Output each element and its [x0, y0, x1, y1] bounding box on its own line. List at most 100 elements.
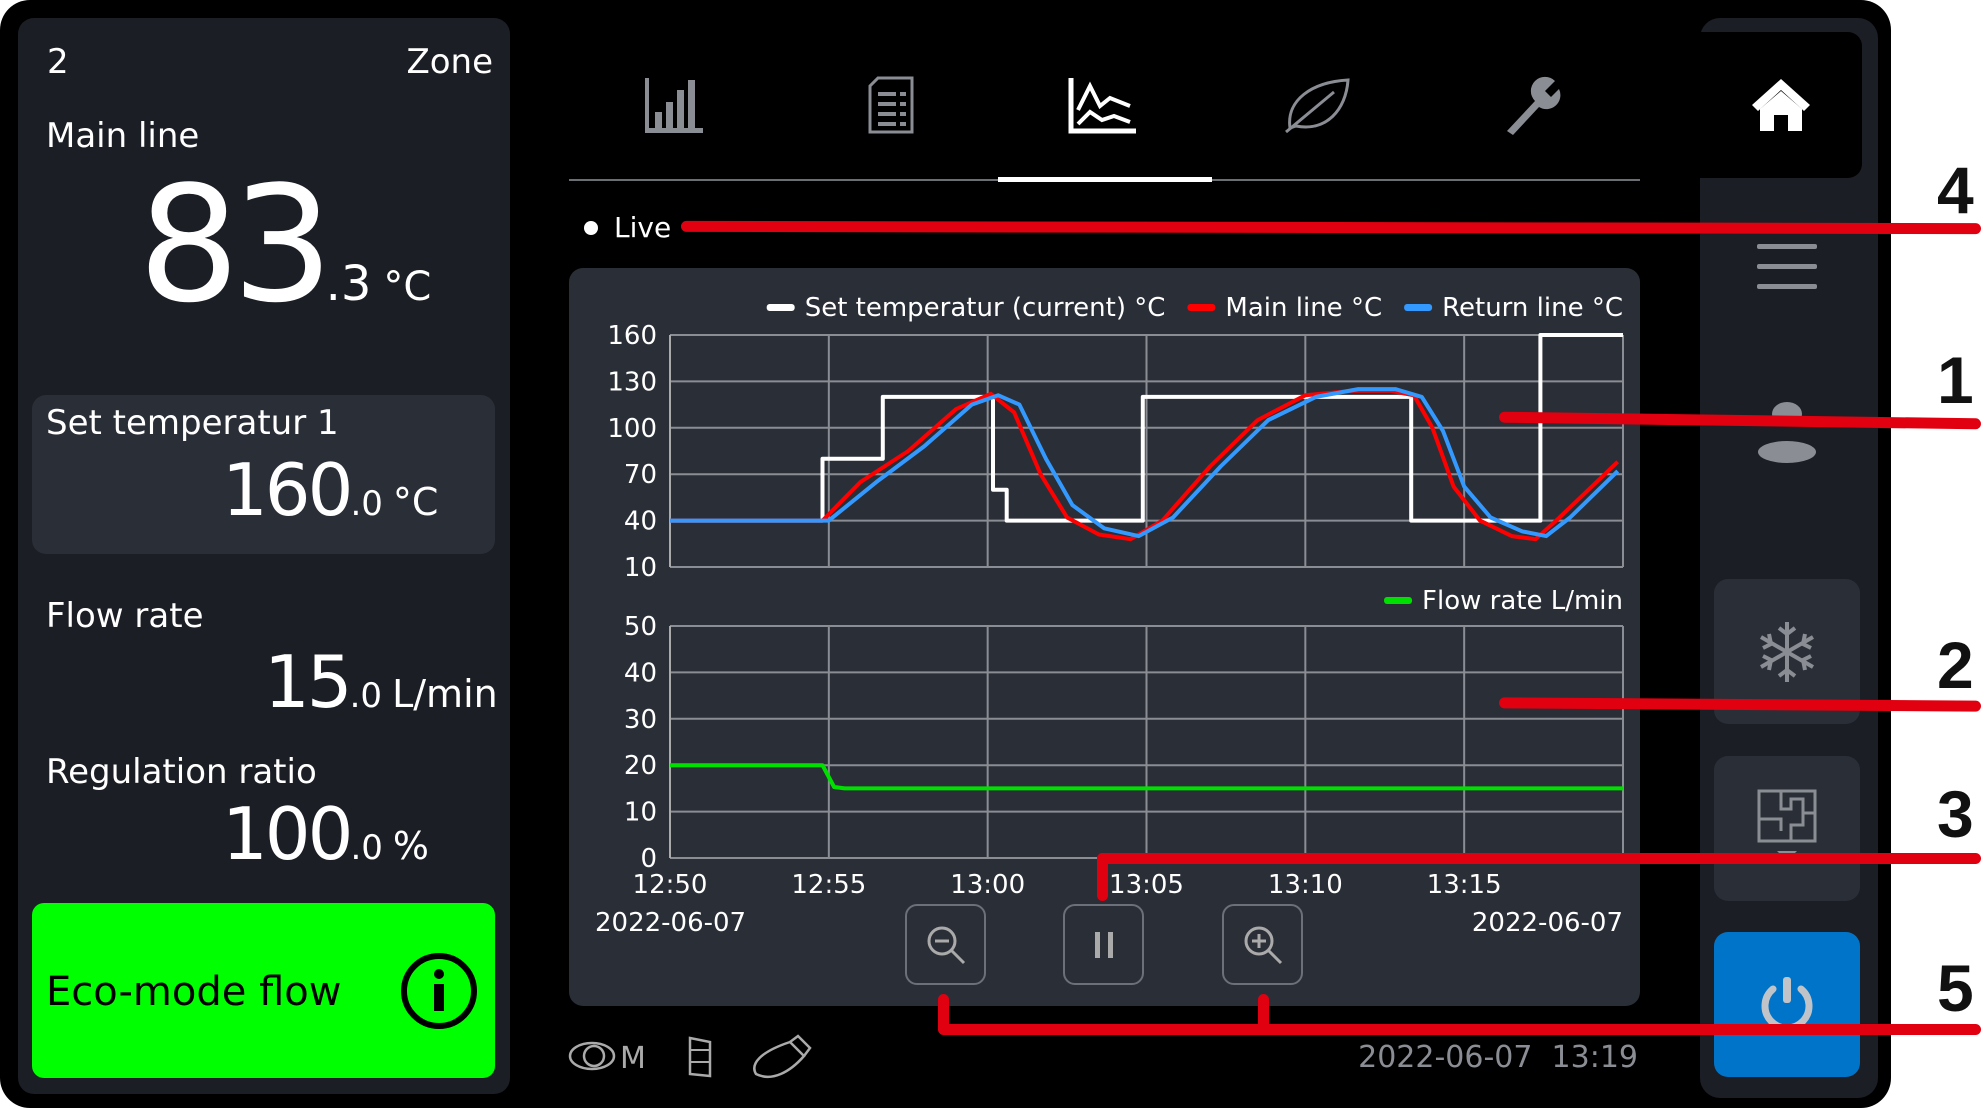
callout-number-1: 1	[1937, 343, 1974, 417]
ratio-unit: %	[392, 824, 429, 868]
ratio-int: 100	[222, 792, 353, 876]
callout-line-5-drop-b	[1258, 994, 1269, 1034]
pause-button[interactable]	[1063, 904, 1144, 985]
zoom-out-icon	[927, 926, 965, 964]
x-tick-label: 12:55	[791, 870, 866, 900]
callout-line-4	[680, 220, 1982, 235]
main-line-label: Main line	[46, 116, 200, 156]
bar-chart-icon	[645, 78, 703, 133]
callout-line-5-drop-a	[938, 994, 949, 1034]
regulation-ratio-label: Regulation ratio	[46, 752, 317, 792]
callout-number-2: 2	[1937, 628, 1974, 702]
tab-statistics[interactable]	[629, 60, 719, 150]
callout-number-5: 5	[1937, 951, 1974, 1025]
series-line-main-line-c	[670, 388, 1620, 542]
flow-rate-label: Flow rate	[46, 596, 204, 636]
wrench-icon	[1507, 76, 1561, 135]
callout-line-5	[938, 1024, 1981, 1035]
set-temperature-button[interactable]	[32, 395, 495, 554]
x-tick-label: 13:05	[1109, 870, 1184, 900]
y-tick-label: 40	[624, 507, 657, 537]
main-line-int: 83	[138, 151, 334, 338]
callout-line-3	[1097, 853, 1981, 864]
x-tick-label: 13:15	[1427, 870, 1502, 900]
callout-number-4: 4	[1937, 153, 1974, 227]
y-tick-label: 160	[607, 321, 657, 351]
zoom-in-button[interactable]	[1222, 904, 1303, 985]
eco-mode-flow-button[interactable]: Eco-mode flow	[32, 903, 495, 1078]
x-tick-label: 13:10	[1268, 870, 1343, 900]
y-tick-label: 30	[624, 705, 657, 735]
eco-mode-label: Eco-mode flow	[46, 969, 342, 1015]
document-icon	[868, 76, 914, 134]
series-line-set-temperatur-current-c	[670, 333, 1623, 523]
tab-eco[interactable]	[1272, 60, 1362, 150]
flow-int: 15	[264, 640, 353, 724]
main-line-unit: °C	[383, 264, 432, 310]
series-line-flow-rate-l-min	[670, 763, 1623, 791]
zoom-in-icon	[1244, 926, 1282, 964]
y-tick-label: 10	[624, 798, 657, 828]
snowflake-icon	[1760, 621, 1814, 682]
y-tick-label: 40	[624, 658, 657, 688]
live-label: Live	[614, 211, 672, 244]
home-icon	[1752, 79, 1810, 131]
legend-swatch	[1404, 304, 1433, 311]
ratio-dec: .0	[350, 828, 383, 868]
callout-line-3-drop	[1097, 853, 1108, 901]
legend-swatch	[1384, 597, 1413, 604]
info-icon[interactable]	[399, 951, 479, 1031]
zone-layout-button[interactable]	[1714, 756, 1860, 901]
x-date-right: 2022-06-07	[1472, 908, 1623, 938]
set-temperature-value: 160.0 °C	[222, 448, 438, 532]
status-datetime: 2022-06-07 13:19	[1358, 1040, 1638, 1075]
legend-swatch	[766, 304, 795, 311]
tab-protocol[interactable]	[846, 60, 936, 150]
battery-icon	[688, 1036, 712, 1078]
y-tick-label: 0	[640, 844, 657, 874]
line-chart-icon	[1068, 78, 1136, 134]
sidebar	[1700, 18, 1878, 1098]
svg-text:M: M	[620, 1041, 646, 1076]
zone-number: 2	[47, 42, 69, 82]
y-tick-label: 70	[624, 460, 657, 490]
tab-service[interactable]	[1486, 60, 1576, 150]
y-tick-label: 130	[607, 367, 657, 397]
tab-charts[interactable]	[1058, 60, 1148, 150]
y-tick-label: 100	[607, 414, 657, 444]
callout-number-3: 3	[1937, 777, 1974, 851]
legend-label: Return line °C	[1442, 293, 1623, 323]
set-temp-unit: °C	[392, 480, 439, 524]
x-tick-label: 12:50	[633, 870, 708, 900]
y-tick-label: 20	[624, 751, 657, 781]
x-tick-label: 13:00	[950, 870, 1025, 900]
home-button[interactable]	[1700, 32, 1862, 178]
flow-dec: .0	[349, 676, 383, 716]
zone-label: Zone	[406, 42, 493, 82]
power-button[interactable]	[1714, 932, 1860, 1077]
user-icon[interactable]	[1757, 398, 1817, 464]
set-temp-dec: .0	[350, 484, 383, 524]
set-temperature-label: Set temperatur 1	[46, 403, 339, 443]
eye-m-icon: M	[568, 1041, 646, 1076]
pause-icon	[1094, 931, 1113, 958]
legend-label: Set temperatur (current) °C	[805, 293, 1166, 323]
legend-swatch	[1187, 304, 1216, 311]
main-line-dec: .3	[325, 256, 372, 312]
series-line-return-line-c	[670, 387, 1620, 539]
menu-icon[interactable]	[1757, 242, 1817, 292]
usb-stick-icon	[753, 1034, 812, 1079]
flow-rate-value: 15.0 L/min	[264, 640, 498, 724]
legend-label: Main line °C	[1225, 293, 1382, 323]
live-dot-icon	[584, 221, 598, 235]
flow-unit: L/min	[392, 672, 498, 716]
legend-label: Flow rate L/min	[1422, 586, 1623, 616]
set-temp-int: 160	[222, 448, 353, 532]
regulation-ratio-value: 100.0%	[222, 792, 429, 876]
y-tick-label: 10	[624, 553, 657, 583]
leaf-icon	[1285, 78, 1350, 134]
zoom-out-button[interactable]	[905, 904, 986, 985]
x-date-left: 2022-06-07	[595, 908, 746, 938]
main-line-value: 83.3 °C	[138, 150, 431, 390]
